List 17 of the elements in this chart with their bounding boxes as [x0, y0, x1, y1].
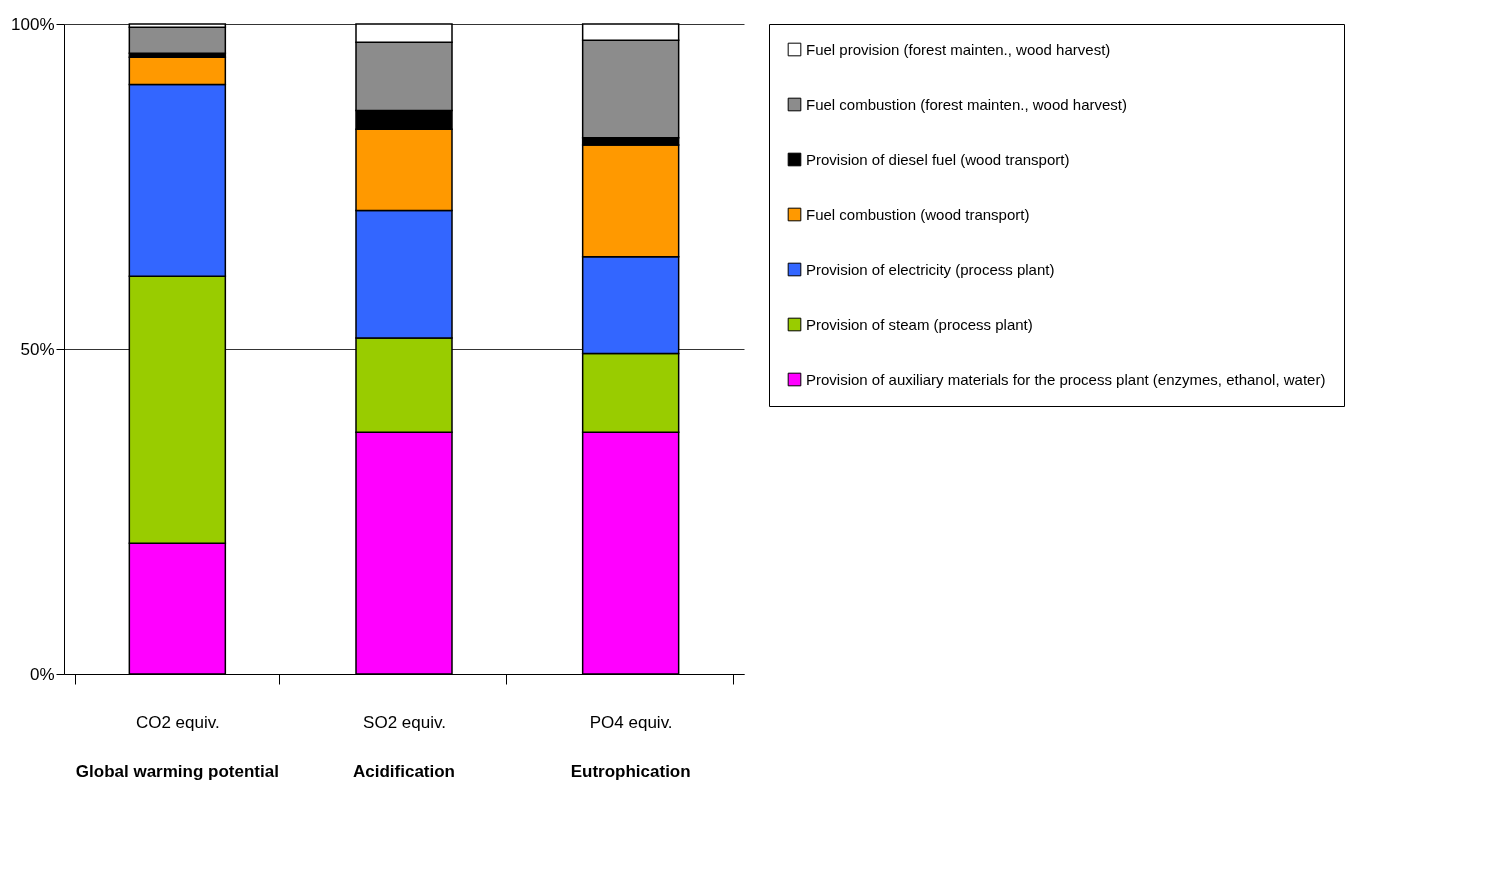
legend-label: Provision of auxiliary materials for the process plant (enzymes, ethanol, water) — [806, 370, 1326, 388]
text: Eutrophication — [570, 762, 691, 781]
legend-label: Fuel combustion (forest mainten., wood harvest) — [806, 95, 1127, 113]
y-tick-label: 100% — [11, 14, 55, 34]
legend-label: Provision of steam (process plant) — [806, 315, 1033, 333]
y-tick-label: 0% — [29, 664, 55, 684]
x-tick-label: CO2 equiv. — [135, 712, 220, 732]
legend-label: Provision of diesel fuel (wood transport) — [806, 150, 1070, 168]
text: Global warming potential — [75, 762, 279, 781]
bar — [128, 26, 227, 54]
legend-label: Fuel combustion (wood transport) — [806, 205, 1030, 223]
legend-label: Fuel provision (forest mainten., wood harvest) — [806, 40, 1111, 58]
x-tick-label: SO2 equiv. — [363, 712, 446, 732]
x-tick-label: PO4 equiv. — [589, 712, 673, 732]
legend-label: Provision of electricity (process plant) — [806, 260, 1055, 278]
y-tick-label: 50% — [20, 339, 55, 359]
text: Acidification — [352, 762, 456, 781]
